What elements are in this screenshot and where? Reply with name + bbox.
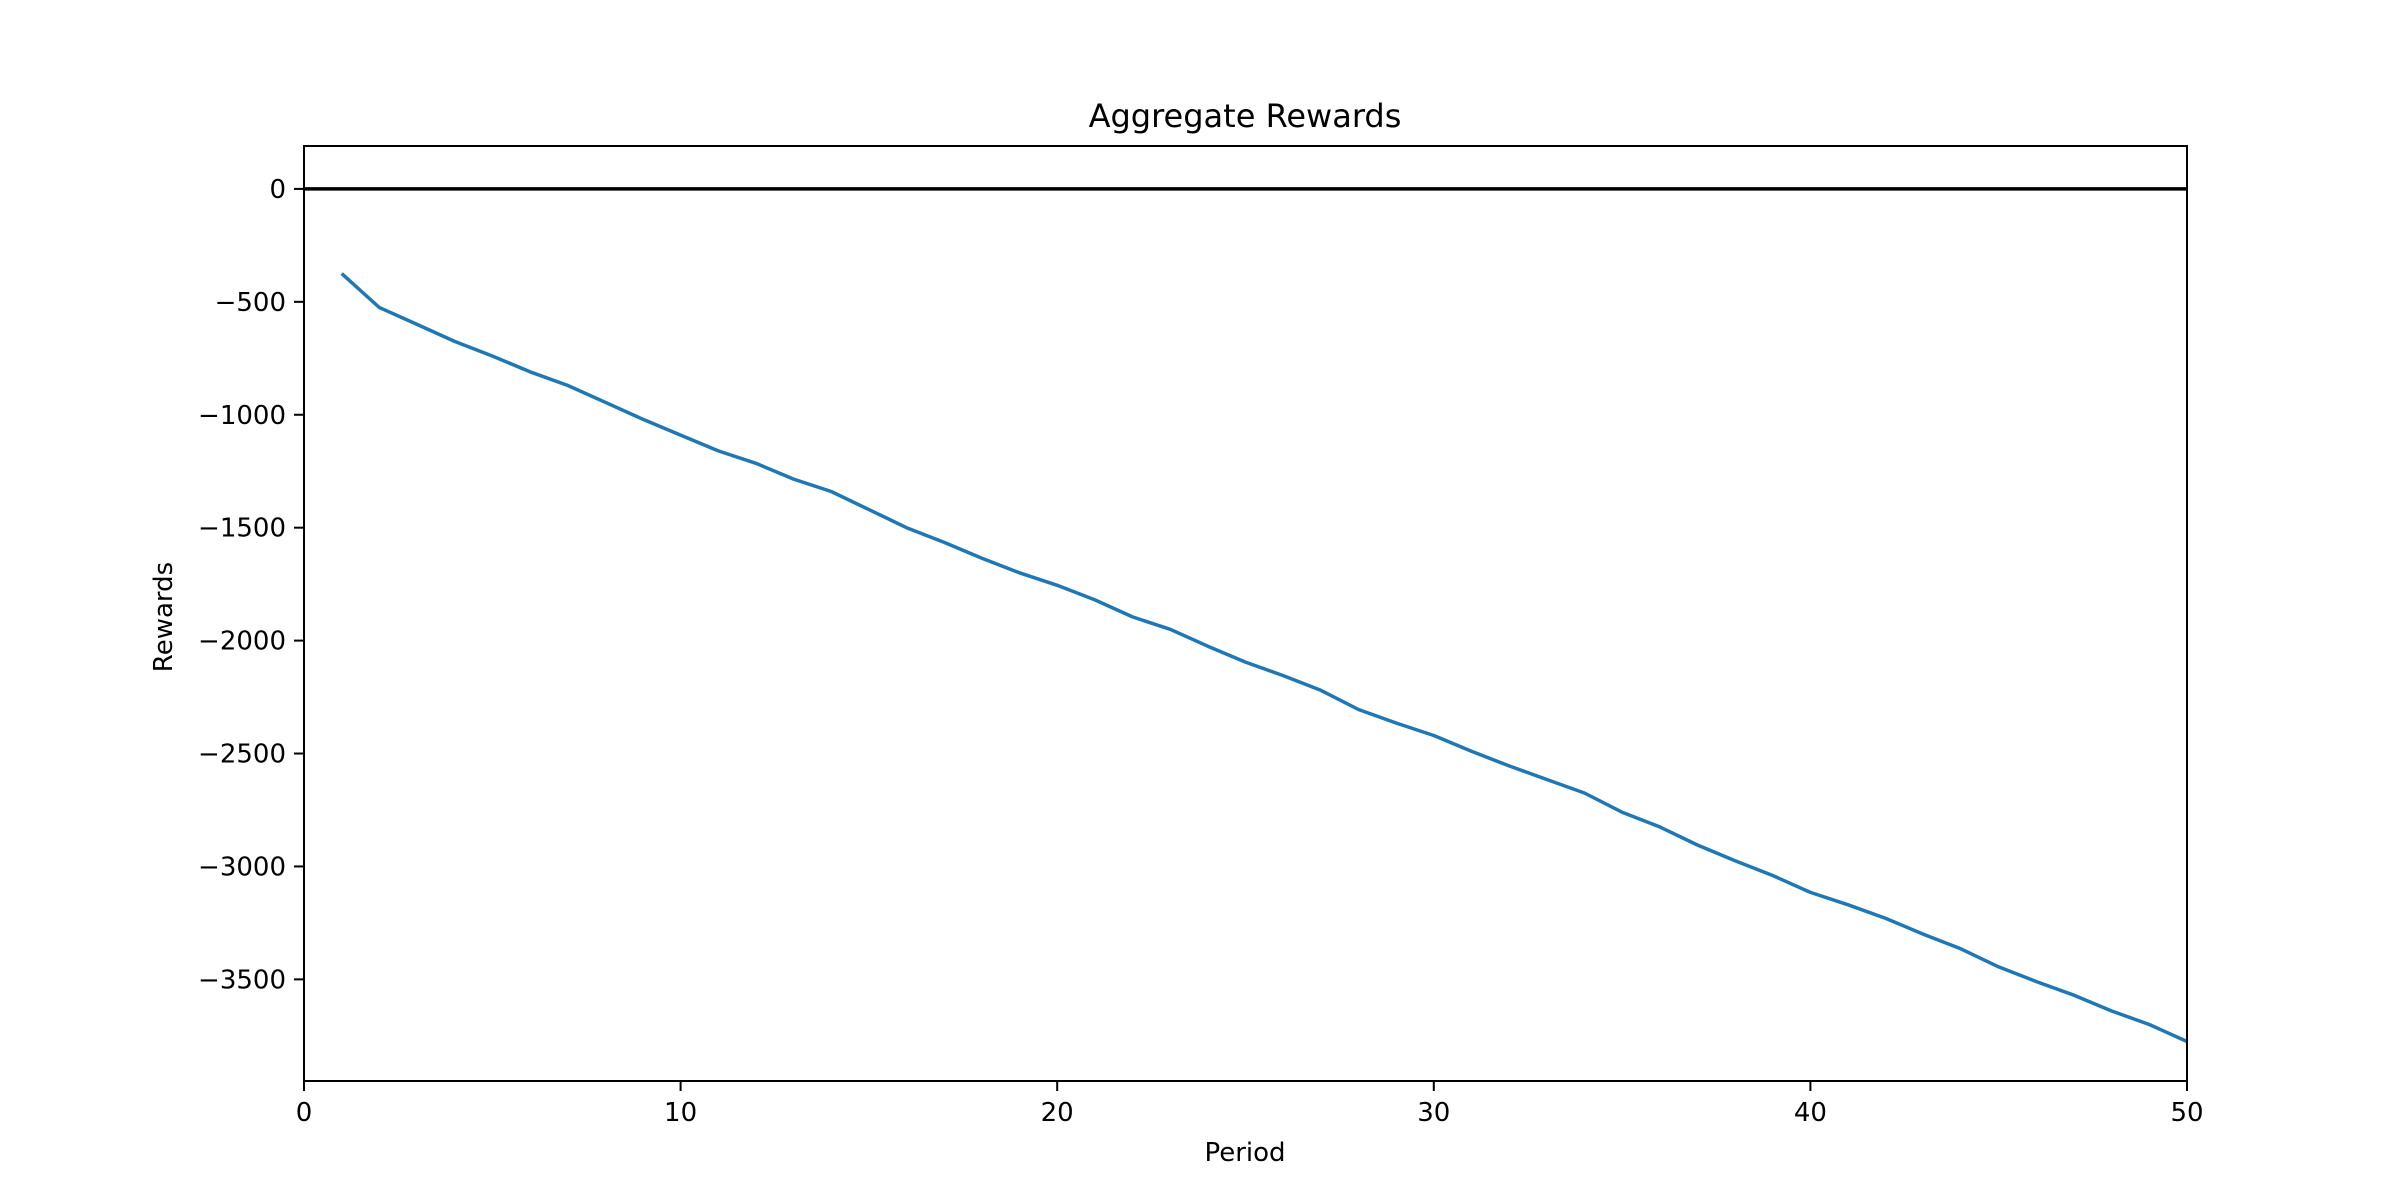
x-axis-label: Period xyxy=(1204,1138,1285,1168)
y-axis-ticks: 0 −500 −1000 −1500 −2000 −2500 −3000 −3500 xyxy=(198,175,304,995)
plot-area-frame xyxy=(303,145,2188,1082)
x-tick-label: 0 xyxy=(296,1098,313,1128)
chart-title: Aggregate Rewards xyxy=(1089,97,1402,135)
y-tick-label: −3000 xyxy=(198,852,286,882)
y-tick-label: −1000 xyxy=(198,401,286,431)
x-tick-label: 40 xyxy=(1794,1098,1827,1128)
y-tick-label: −2500 xyxy=(198,740,286,770)
x-tick-label: 10 xyxy=(664,1098,697,1128)
x-tick-label: 50 xyxy=(2170,1098,2203,1128)
y-tick-label: −1500 xyxy=(198,514,286,544)
series-line-rewards xyxy=(340,272,2188,1044)
y-tick-label: −3500 xyxy=(198,965,286,995)
y-tick-label: −500 xyxy=(215,288,286,318)
y-axis-label: Rewards xyxy=(149,562,179,672)
y-tick-label: 0 xyxy=(269,175,286,205)
x-tick-label: 30 xyxy=(1417,1098,1450,1128)
x-tick-label: 20 xyxy=(1041,1098,1074,1128)
x-axis-ticks: 0 10 20 30 40 50 xyxy=(296,1081,2204,1128)
y-tick-label: −2000 xyxy=(198,627,286,657)
